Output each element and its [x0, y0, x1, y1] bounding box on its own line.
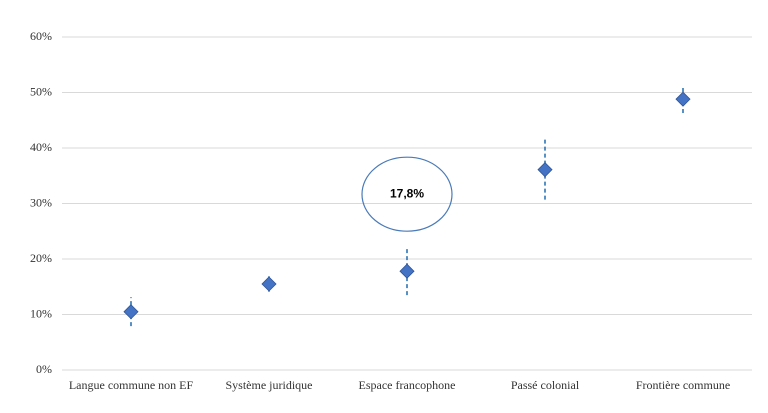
- y-tick-label: 20%: [30, 251, 52, 265]
- label-callout: [361, 156, 453, 232]
- point: [261, 276, 277, 292]
- x-tick-label: Passé colonial: [511, 378, 580, 392]
- point: [123, 304, 139, 320]
- point: [399, 263, 415, 279]
- y-tick-label: 50%: [30, 84, 52, 98]
- x-tick-label: Langue commune non EF: [69, 378, 194, 392]
- y-tick-label: 30%: [30, 195, 52, 209]
- x-tick-label: Système juridique: [226, 378, 313, 392]
- x-tick-label: Espace francophone: [359, 378, 456, 392]
- y-tick-label: 10%: [30, 306, 52, 320]
- y-tick-label: 0%: [36, 362, 52, 376]
- y-tick-label: 40%: [30, 140, 52, 154]
- x-tick-label: Frontière commune: [636, 378, 730, 392]
- point: [537, 162, 553, 178]
- data-label: 17,8%: [390, 186, 424, 200]
- y-tick-label: 60%: [30, 29, 52, 43]
- point: [675, 91, 691, 107]
